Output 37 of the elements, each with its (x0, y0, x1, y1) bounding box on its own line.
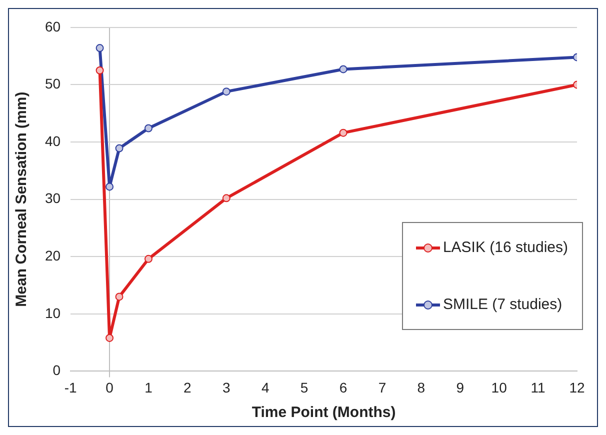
legend-label: SMILE (7 studies) (442, 296, 562, 313)
x-tick-label: 2 (184, 379, 192, 396)
point (96, 66, 104, 74)
x-axis-title: Time Point (Months) (252, 404, 396, 422)
x-tick-label: 7 (378, 379, 386, 396)
x-tick-label: 8 (417, 379, 426, 396)
x-tick-label: 0 (106, 379, 114, 396)
x-tick-label: 6 (339, 379, 348, 396)
point (222, 88, 230, 96)
point (339, 128, 348, 137)
x-tick-label: 11 (530, 379, 546, 396)
point (339, 65, 348, 74)
x-tick-label: 5 (300, 379, 308, 396)
y-tick-label: 0 (52, 362, 61, 378)
point (144, 124, 152, 132)
x-tick-label: 3 (222, 379, 230, 396)
y-tick-label: 50 (44, 76, 61, 92)
point (115, 144, 124, 152)
y-tick-label: 60 (44, 18, 61, 34)
point (106, 182, 114, 191)
y-tick-label: 30 (44, 190, 61, 206)
x-tick-label: 12 (569, 379, 585, 396)
y-tick-label: 10 (44, 304, 61, 321)
x-tick-label: 1 (144, 379, 153, 396)
point (115, 292, 124, 301)
y-tick-label: 40 (44, 132, 61, 149)
y-tick-label: 20 (44, 247, 61, 264)
y-axis-title: Mean Corneal Sensation (mm) (13, 92, 30, 307)
legend-label: LASIK (16 studies) (442, 239, 568, 256)
x-tick-label: -1 (64, 379, 78, 396)
point (144, 254, 152, 263)
point (222, 194, 230, 202)
x-tick-label: 10 (491, 379, 508, 396)
x-tick-label: 9 (456, 379, 464, 396)
point (106, 334, 114, 342)
x-tick-label: 4 (261, 379, 270, 396)
point (96, 44, 104, 52)
